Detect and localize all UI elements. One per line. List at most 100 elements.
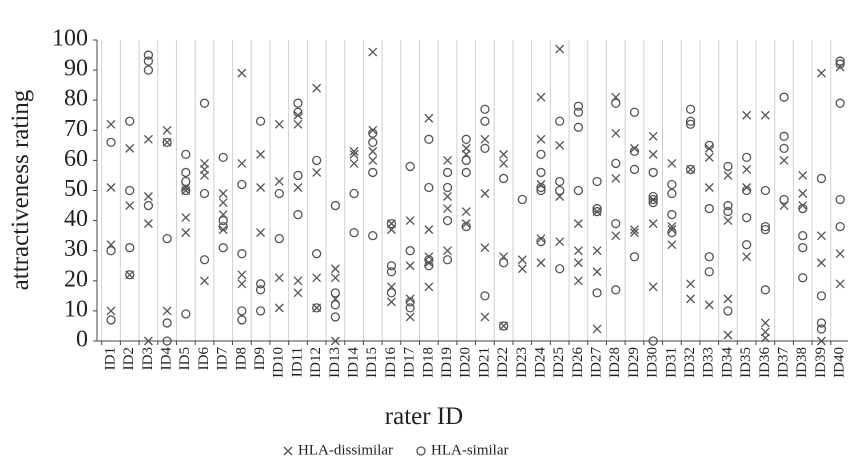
point [779, 92, 789, 102]
point [461, 207, 471, 217]
point [498, 321, 509, 331]
point [480, 134, 490, 144]
point [312, 273, 322, 283]
x-tick-label: ID16 [383, 347, 399, 378]
point [835, 194, 845, 205]
point [162, 234, 172, 244]
point [405, 294, 415, 304]
x-tick-label: ID10 [271, 347, 287, 378]
point [667, 179, 677, 190]
x-tick-label: ID1 [102, 347, 118, 370]
point [648, 336, 658, 346]
point [835, 56, 845, 66]
point [742, 240, 752, 250]
y-axis-label: attractiveness rating [7, 89, 34, 290]
point [312, 303, 322, 313]
y-tick-label: 50 [64, 176, 88, 202]
point [218, 243, 228, 253]
point [648, 219, 658, 229]
x-tick-label: ID20 [458, 347, 474, 378]
point [386, 261, 397, 271]
point [424, 258, 434, 268]
point [667, 225, 677, 235]
x-tick-label: ID18 [420, 347, 436, 378]
x-tick-label: ID32 [682, 347, 698, 378]
point [443, 204, 452, 214]
point [816, 336, 826, 346]
point [536, 234, 546, 244]
point [106, 246, 116, 256]
point [629, 107, 640, 117]
point [181, 149, 191, 160]
point [723, 206, 733, 217]
point [349, 149, 359, 159]
point [816, 258, 826, 268]
point [667, 188, 677, 199]
x-tick-label: ID22 [495, 347, 511, 378]
point [442, 182, 453, 193]
point [293, 209, 303, 220]
point [704, 203, 714, 214]
point [330, 336, 340, 346]
point [461, 219, 471, 229]
point [349, 158, 359, 168]
point [143, 56, 154, 66]
point [723, 216, 733, 226]
point [442, 167, 453, 178]
point [630, 225, 639, 235]
point [816, 68, 826, 78]
point [573, 219, 583, 229]
point [237, 179, 247, 190]
point [611, 231, 621, 241]
point [592, 267, 602, 277]
point [125, 185, 135, 196]
y-tick-label: 100 [52, 26, 88, 52]
x-tick-label: ID17 [402, 347, 418, 378]
point [835, 98, 845, 108]
point [704, 267, 714, 277]
legend-label: HLA-similar [431, 442, 508, 458]
point [499, 158, 509, 168]
point [368, 167, 378, 178]
point [667, 240, 677, 250]
point [685, 164, 696, 175]
point [685, 116, 696, 126]
point [723, 170, 733, 180]
point [368, 137, 378, 147]
point [218, 221, 228, 232]
y-tick-label: 30 [64, 236, 88, 262]
y-tick-label: 80 [64, 86, 88, 112]
point [648, 197, 658, 208]
x-tick-label: ID23 [514, 347, 530, 378]
point [181, 185, 191, 196]
point [312, 249, 322, 259]
point [723, 200, 733, 211]
point [125, 270, 135, 280]
point [424, 255, 434, 265]
point [181, 213, 191, 223]
point [443, 155, 452, 165]
x-tick-label: ID37 [775, 347, 791, 378]
point [816, 291, 827, 301]
point [835, 221, 845, 232]
point [835, 59, 845, 69]
point [779, 143, 789, 154]
point [592, 206, 602, 217]
point [424, 113, 434, 123]
point [798, 189, 808, 198]
point [293, 183, 303, 192]
x-tick-label: ID14 [345, 347, 361, 378]
point [330, 264, 340, 274]
point [592, 203, 602, 214]
point [573, 185, 584, 196]
point [555, 185, 565, 196]
x-tick-label: ID21 [476, 347, 492, 378]
point [368, 230, 378, 241]
point [274, 177, 284, 186]
point [760, 224, 771, 235]
point [611, 285, 621, 295]
point [480, 312, 490, 322]
point [181, 167, 191, 178]
point [330, 288, 341, 298]
